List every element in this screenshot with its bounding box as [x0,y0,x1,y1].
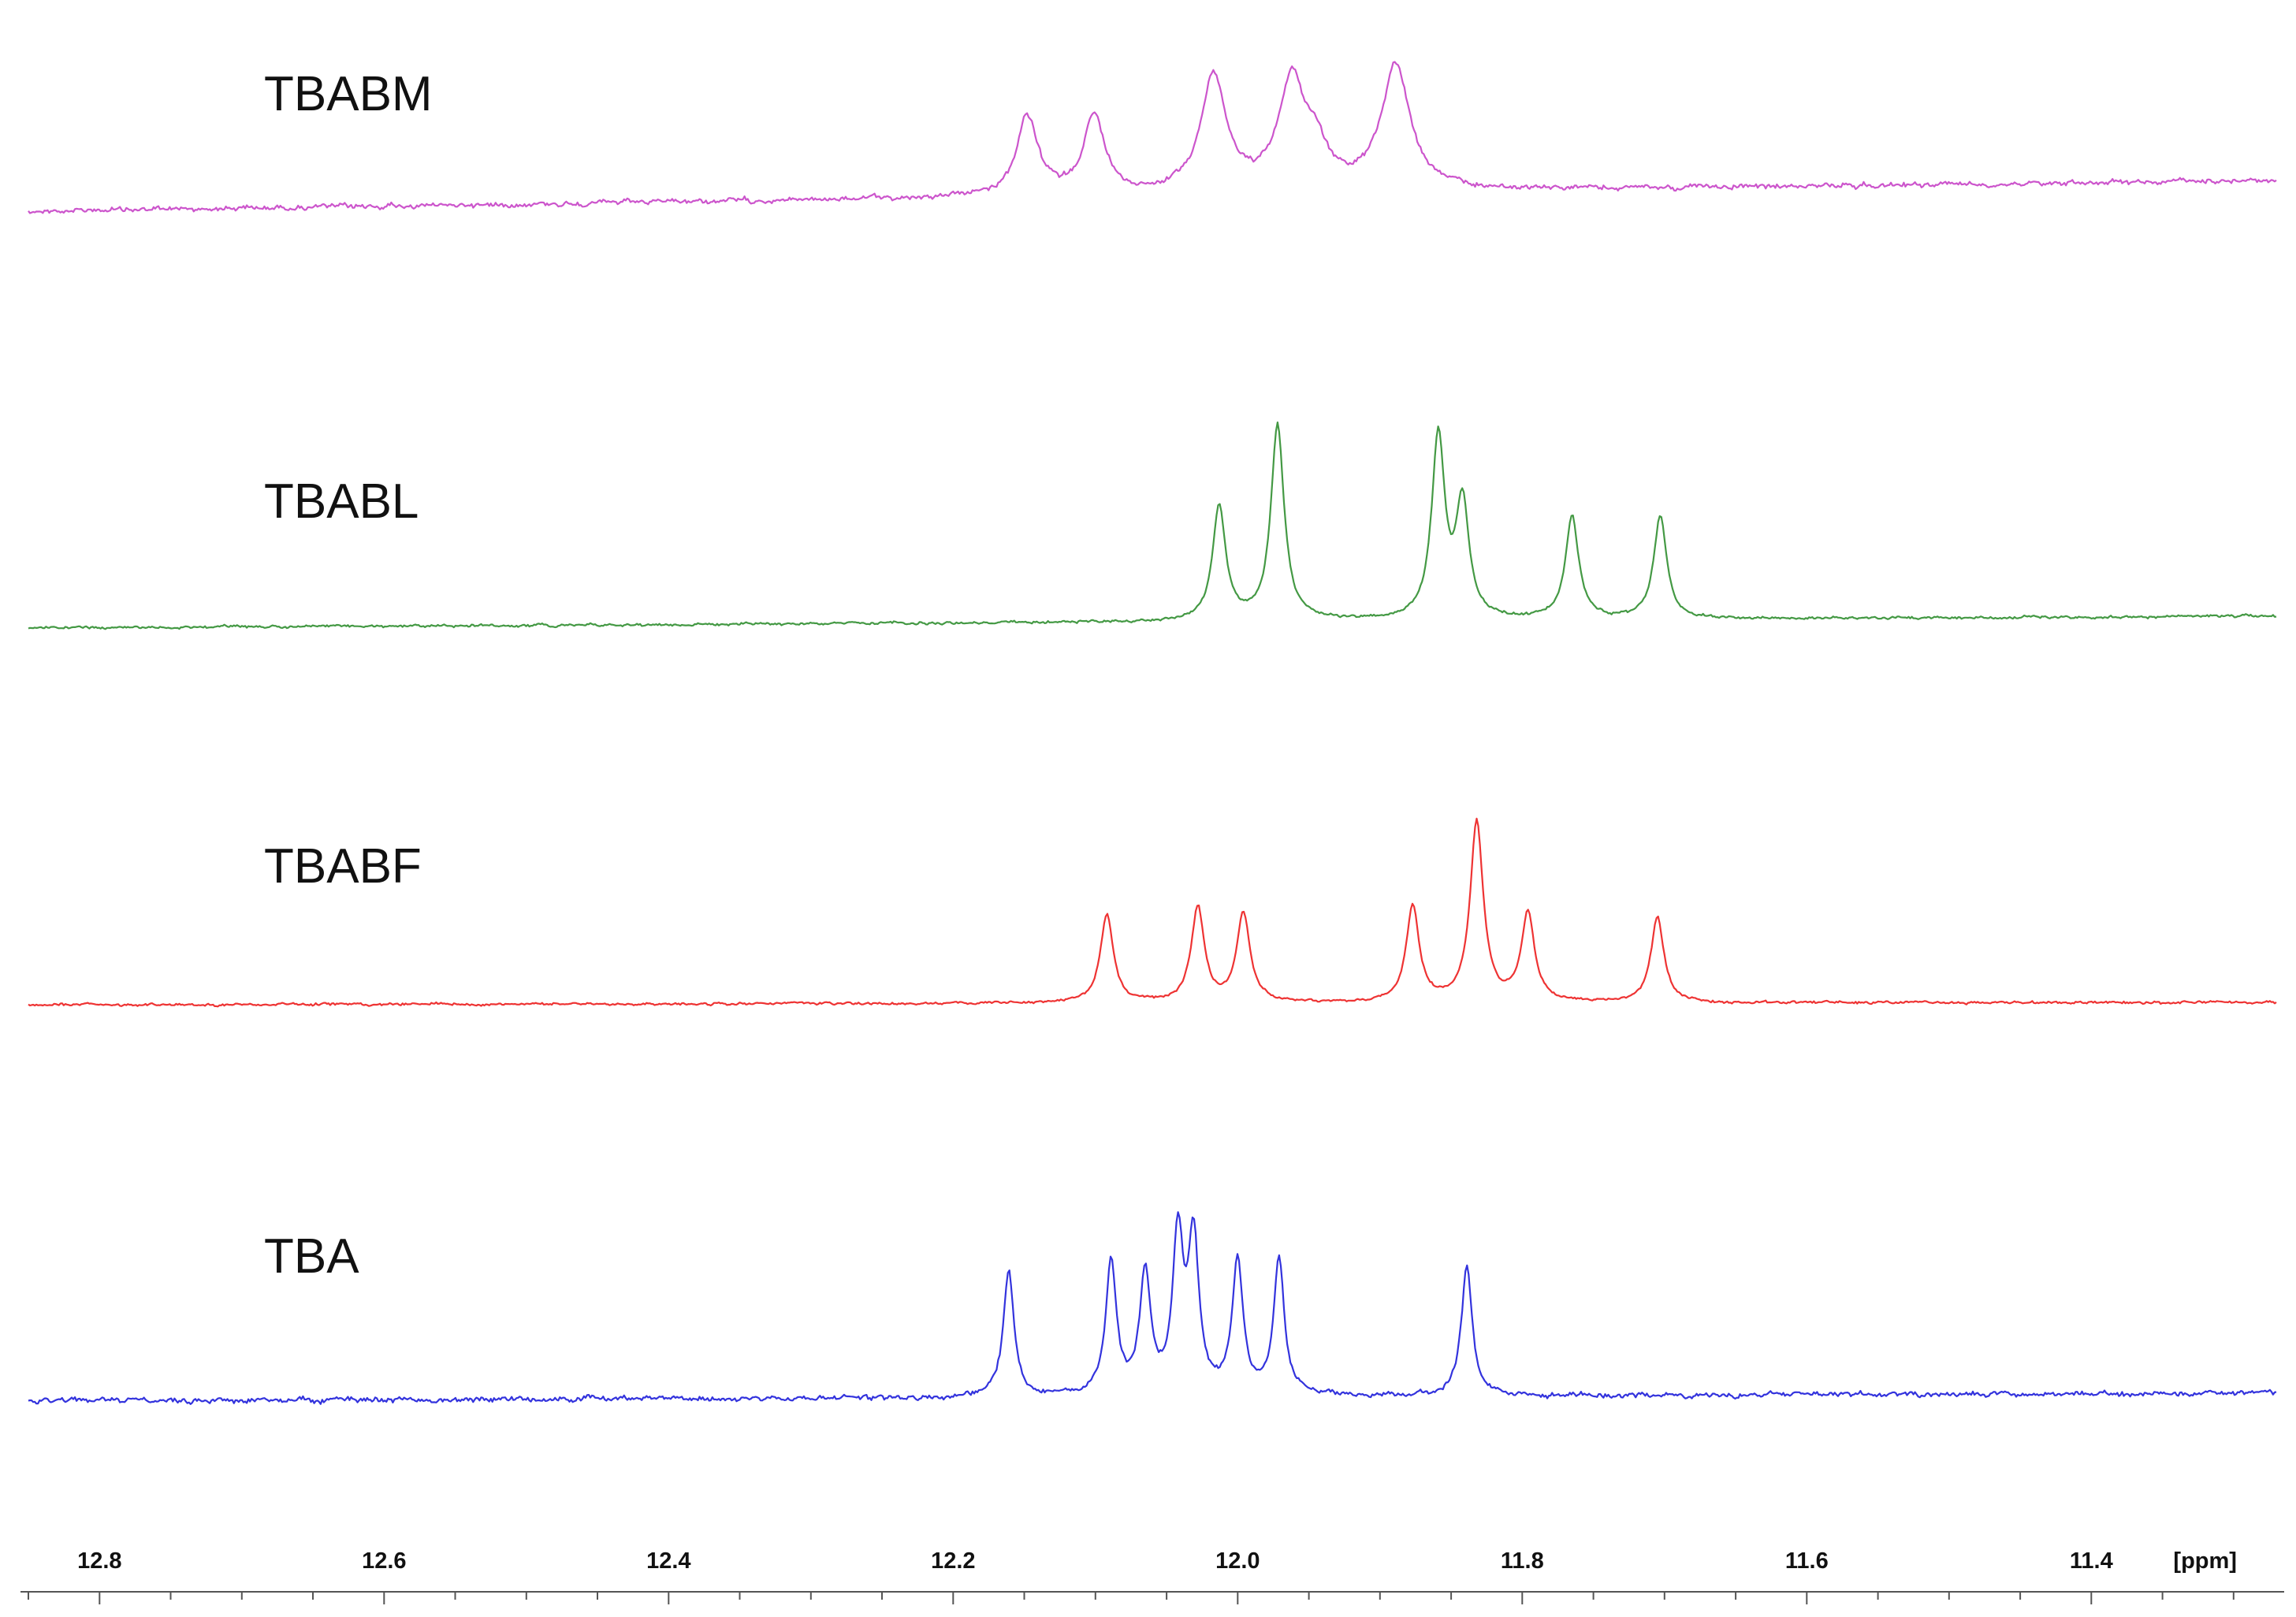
x-tick-label: 11.8 [1501,1548,1544,1574]
spectrum-traces [28,61,2277,1405]
x-tick-label: 11.6 [1785,1548,1829,1574]
x-tick-label: 12.0 [1215,1548,1260,1574]
spectrum-label-tbabm: TBABM [264,67,433,121]
spectrum-trace-tbabm [28,61,2277,214]
spectrum-label-tbabl: TBABL [264,474,419,529]
spectrum-label-tba: TBA [264,1229,359,1284]
x-tick-label: 12.2 [931,1548,975,1574]
x-tick-label: 12.4 [646,1548,690,1574]
x-tick-label: 11.4 [2070,1548,2113,1574]
x-tick-label: 12.8 [77,1548,121,1574]
spectrum-trace-tbabf [28,817,2277,1008]
spectrum-label-tbabf: TBABF [264,839,422,894]
x-axis-unit-label: [ppm] [2173,1548,2237,1574]
x-axis: 12.8 12.6 12.4 12.2 12.0 11.8 11.6 11.4 [ppm] [20,1548,2284,1604]
spectrum-trace-tba [28,1211,2277,1405]
spectrum-trace-tbabl [28,421,2277,630]
spectrum-labels: TBABM TBABL TBABF TBA [264,67,433,1284]
x-tick-label: 12.6 [362,1548,406,1574]
